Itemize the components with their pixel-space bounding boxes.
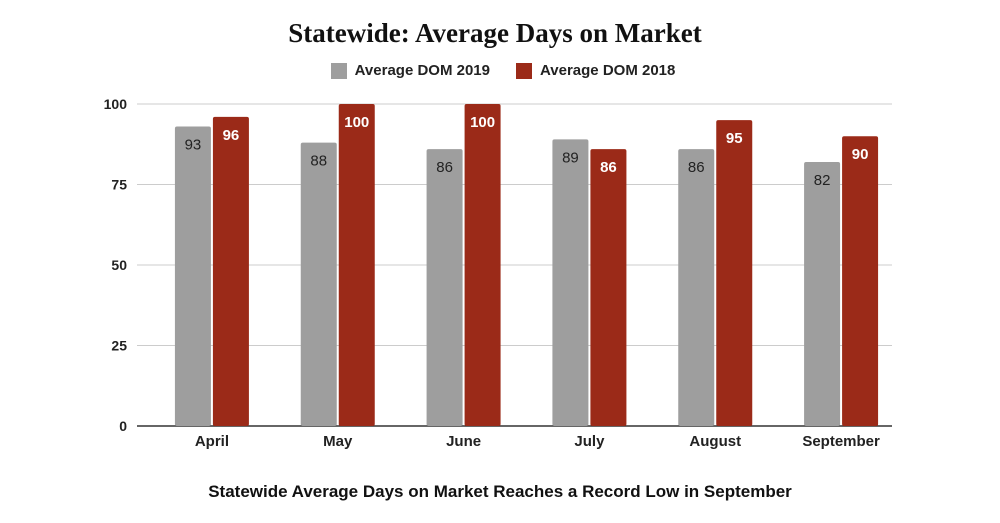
legend-swatch-2018: [516, 62, 532, 79]
bar-august-2018: [716, 120, 753, 426]
data-label: 100: [344, 114, 369, 131]
data-label: 89: [562, 149, 579, 166]
legend-label-2019: Average DOM 2019: [354, 62, 490, 79]
y-tick-label: 100: [104, 96, 128, 112]
y-tick-label: 50: [111, 257, 127, 273]
bar-july-2018: [590, 149, 627, 426]
bar-september-2018: [842, 136, 879, 426]
data-label: 90: [852, 146, 869, 163]
x-tick-label: September: [802, 433, 880, 450]
data-labels: 93 96 88 100 86 100 89 86 86 95 82 90: [185, 114, 869, 189]
bar-august-2019: [678, 149, 715, 426]
data-label: 86: [436, 159, 453, 176]
legend-swatch-2019: [330, 62, 347, 79]
x-tick-label: May: [323, 433, 353, 450]
data-label: 82: [814, 172, 831, 189]
x-tick-label: June: [446, 433, 481, 450]
x-tick-label: July: [574, 433, 605, 450]
x-axis-ticks: April May June July August September: [195, 433, 880, 450]
x-tick-label: August: [689, 433, 741, 450]
y-tick-label: 75: [111, 177, 127, 193]
bars: [174, 104, 879, 427]
y-tick-label: 25: [111, 338, 127, 354]
legend-label-2018: Average DOM 2018: [540, 62, 676, 79]
bar-may-2019: [300, 142, 337, 426]
bar-may-2018: [338, 104, 375, 426]
legend-item-2018: Average DOM 2018: [516, 62, 675, 79]
chart-legend: Average DOM 2019 Average DOM 2018: [0, 62, 1000, 79]
legend-item-2019: Average DOM 2019: [330, 62, 490, 79]
y-axis-ticks: 0 25 50 75 100: [104, 96, 128, 434]
chart-title: Statewide: Average Days on Market: [288, 18, 702, 48]
chart-caption: Statewide Average Days on Market Reaches…: [208, 482, 792, 501]
data-label: 86: [600, 159, 617, 176]
y-tick-label: 0: [119, 418, 127, 434]
bar-june-2018: [464, 104, 501, 426]
data-label: 88: [310, 153, 327, 170]
data-label: 93: [185, 137, 202, 154]
bar-july-2019: [552, 139, 589, 427]
gridlines: [137, 103, 892, 427]
data-label: 96: [223, 127, 240, 144]
bar-april-2018: [212, 116, 249, 426]
data-label: 95: [726, 130, 743, 147]
bar-april-2019: [174, 126, 211, 426]
bar-june-2019: [426, 149, 463, 426]
data-label: 100: [470, 114, 495, 131]
data-label: 86: [688, 159, 705, 176]
x-tick-label: April: [195, 433, 229, 450]
bar-september-2019: [804, 161, 841, 426]
